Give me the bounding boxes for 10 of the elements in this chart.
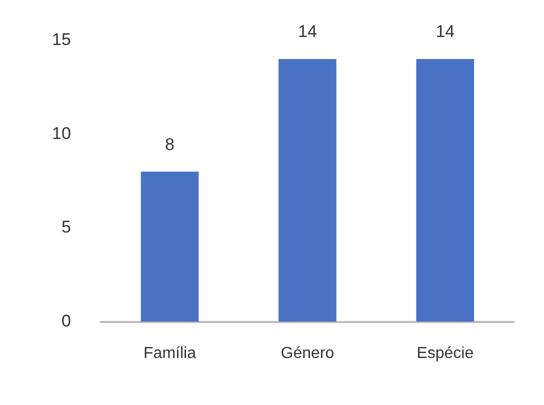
- y-tick-label: 5: [61, 218, 71, 237]
- x-tick-label: Género: [280, 344, 334, 362]
- y-tick-label: 15: [52, 30, 71, 49]
- y-tick-label: 0: [61, 311, 71, 330]
- x-tick-label: Espécie: [416, 344, 474, 362]
- data-label: 14: [436, 22, 455, 42]
- data-label: 8: [165, 134, 174, 154]
- x-tick-label: Família: [144, 344, 196, 362]
- y-tick-label: 10: [52, 124, 71, 143]
- data-label: 14: [298, 22, 317, 42]
